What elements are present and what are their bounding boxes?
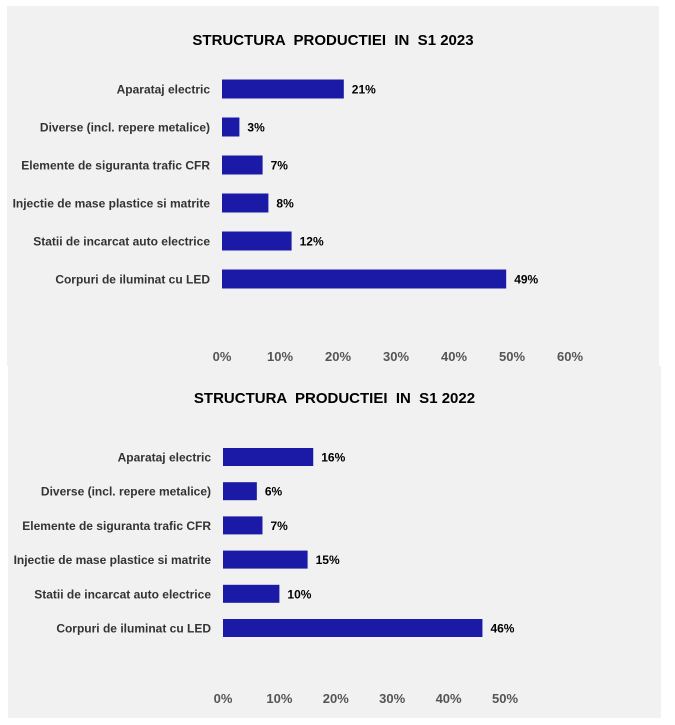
data-label: 7% (271, 159, 289, 173)
data-label: 46% (490, 622, 514, 636)
x-tick-label: 50% (492, 691, 518, 706)
data-label: 15% (316, 553, 340, 567)
category-label: Injectie de mase plastice si matrite (13, 197, 211, 211)
bar-2023-2 (222, 117, 240, 137)
bar-2023-4 (222, 193, 269, 213)
bar-2022-4 (223, 550, 308, 569)
bar-2023-5 (222, 231, 292, 251)
data-label: 16% (321, 451, 345, 465)
x-tick-label: 60% (557, 349, 583, 364)
data-label: 10% (287, 587, 311, 601)
data-label: 3% (247, 121, 265, 135)
x-tick-label: 10% (266, 691, 292, 706)
chart-panel-2022: STRUCTURA PRODUCTIEI IN S1 2022 Aparataj… (8, 366, 661, 718)
chart-title-2022: STRUCTURA PRODUCTIEI IN S1 2022 (193, 390, 476, 407)
category-label: Diverse (incl. repere metalice) (40, 121, 210, 135)
bar-2022-5 (223, 584, 280, 603)
category-label: Corpuri de iluminat cu LED (55, 273, 210, 287)
chart-panel-2023: STRUCTURA PRODUCTIEI IN S1 2023 Aparataj… (7, 6, 659, 366)
x-tick-label: 50% (499, 349, 525, 364)
bar-chart-2022: Aparataj electric 16% Diverse (incl. reper… (14, 448, 518, 706)
category-label: Diverse (incl. repere metalice) (41, 485, 211, 499)
x-tick-label: 20% (325, 349, 351, 364)
bar-2022-6 (223, 619, 483, 637)
data-label: 6% (265, 485, 283, 499)
category-label: Injectie de mase plastice si matrite (14, 553, 212, 567)
x-tick-label: 0% (213, 349, 232, 364)
data-label: 8% (276, 197, 294, 211)
x-tick-label: 30% (383, 349, 409, 364)
category-label: Elemente de siguranta trafic CFR (21, 159, 210, 173)
bar-2022-3 (223, 516, 263, 535)
bar-2023-3 (222, 155, 263, 175)
data-label: 7% (270, 519, 288, 533)
x-tick-label: 10% (267, 349, 293, 364)
category-label: Aparataj electric (118, 451, 212, 465)
bar-2023-6 (222, 269, 507, 289)
data-label: 21% (352, 83, 376, 97)
bar-2022-2 (223, 482, 257, 501)
category-label: Aparataj electric (117, 83, 211, 97)
x-tick-label: 40% (441, 349, 467, 364)
bar-chart-2023: Aparataj electric 21% Diverse (incl. reper… (13, 79, 583, 364)
bar-2022-1 (223, 448, 314, 466)
x-tick-label: 20% (323, 691, 349, 706)
x-tick-label: 40% (436, 691, 462, 706)
chart-title-2023: STRUCTURA PRODUCTIEI IN S1 2023 (192, 32, 474, 49)
category-label: Corpuri de iluminat cu LED (56, 622, 211, 636)
data-label: 49% (514, 273, 538, 287)
x-tick-label: 0% (214, 691, 233, 706)
bar-2023-1 (222, 79, 344, 99)
data-label: 12% (300, 235, 324, 249)
category-label: Statii de incarcat auto electrice (33, 235, 210, 249)
category-label: Elemente de siguranta trafic CFR (22, 519, 211, 533)
x-tick-label: 30% (379, 691, 405, 706)
category-label: Statii de incarcat auto electrice (34, 587, 211, 601)
